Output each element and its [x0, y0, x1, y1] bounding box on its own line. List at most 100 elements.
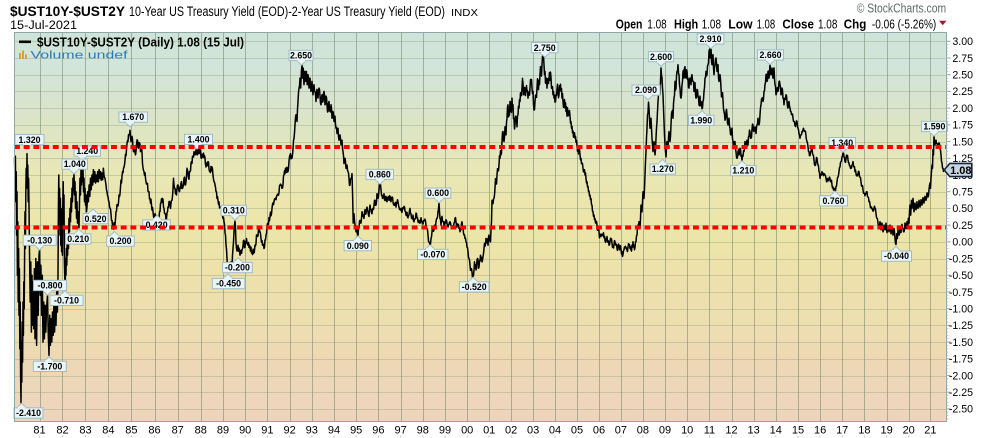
- svg-text:01: 01: [483, 425, 495, 437]
- svg-text:2.660: 2.660: [759, 50, 781, 60]
- svg-text:2.75: 2.75: [952, 53, 973, 65]
- svg-text:-1.50: -1.50: [949, 337, 973, 349]
- svg-text:© StockCharts.com: © StockCharts.com: [857, 2, 946, 16]
- svg-text:-0.130: -0.130: [27, 235, 52, 245]
- svg-text:0.600: 0.600: [427, 188, 449, 198]
- svg-text:96: 96: [372, 425, 384, 437]
- svg-text:2.50: 2.50: [952, 70, 973, 82]
- svg-text:1.08: 1.08: [702, 18, 721, 32]
- svg-text:-0.800: -0.800: [38, 281, 63, 291]
- svg-text:85: 85: [125, 425, 137, 437]
- svg-text:0.50: 0.50: [952, 203, 973, 215]
- svg-text:1.400: 1.400: [187, 135, 209, 145]
- svg-text:0.090: 0.090: [347, 241, 369, 251]
- svg-text:Low: Low: [728, 18, 752, 32]
- svg-text:Volume undef: Volume undef: [31, 49, 129, 61]
- svg-text:0.75: 0.75: [952, 187, 973, 199]
- svg-text:12: 12: [725, 425, 737, 437]
- svg-text:-1.00: -1.00: [949, 304, 973, 316]
- svg-text:13: 13: [747, 425, 759, 437]
- svg-text:$UST10Y-$UST2Y: $UST10Y-$UST2Y: [10, 3, 126, 19]
- svg-text:1.670: 1.670: [122, 112, 144, 122]
- svg-text:0.760: 0.760: [822, 196, 844, 206]
- svg-text:04: 04: [549, 425, 561, 437]
- svg-text:1.270: 1.270: [652, 164, 674, 174]
- svg-text:-0.75: -0.75: [949, 287, 973, 299]
- svg-text:0.310: 0.310: [223, 206, 245, 216]
- svg-text:-0.06 (-5.26%): -0.06 (-5.26%): [872, 18, 936, 32]
- svg-text:81: 81: [33, 425, 45, 437]
- svg-text:1.990: 1.990: [690, 116, 712, 126]
- svg-text:07: 07: [615, 425, 627, 437]
- svg-text:16: 16: [814, 425, 826, 437]
- svg-text:08: 08: [637, 425, 649, 437]
- svg-text:1.25: 1.25: [952, 153, 973, 165]
- svg-text:95: 95: [350, 425, 362, 437]
- svg-text:2.25: 2.25: [952, 86, 973, 98]
- svg-text:-0.200: -0.200: [225, 263, 250, 273]
- svg-text:-2.25: -2.25: [949, 387, 973, 399]
- svg-text:Open: Open: [616, 18, 643, 32]
- svg-text:High: High: [674, 18, 698, 32]
- svg-text:17: 17: [836, 425, 848, 437]
- svg-text:-0.710: -0.710: [54, 295, 79, 305]
- svg-text:-0.520: -0.520: [462, 282, 487, 292]
- svg-text:89: 89: [217, 425, 229, 437]
- svg-text:0.00: 0.00: [952, 237, 973, 249]
- svg-text:1.320: 1.320: [18, 135, 40, 145]
- svg-text:87: 87: [172, 425, 184, 437]
- svg-text:94: 94: [328, 425, 340, 437]
- svg-text:-2.00: -2.00: [949, 370, 973, 382]
- svg-text:-2.410: -2.410: [16, 408, 41, 418]
- svg-text:-0.450: -0.450: [216, 279, 241, 289]
- svg-text:1.08: 1.08: [647, 18, 666, 32]
- svg-text:-0.25: -0.25: [949, 253, 973, 265]
- svg-text:15: 15: [792, 425, 804, 437]
- svg-text:20: 20: [903, 425, 915, 437]
- svg-text:1.08: 1.08: [818, 18, 837, 32]
- svg-text:Close: Close: [782, 18, 814, 32]
- svg-text:1.040: 1.040: [64, 159, 86, 169]
- svg-text:1.75: 1.75: [952, 120, 973, 132]
- svg-text:3.00: 3.00: [952, 36, 973, 48]
- svg-text:-1.25: -1.25: [949, 320, 973, 332]
- svg-text:-1.75: -1.75: [949, 354, 973, 366]
- svg-text:Chg: Chg: [844, 18, 867, 32]
- svg-text:92: 92: [283, 425, 295, 437]
- svg-text:99: 99: [439, 425, 451, 437]
- svg-text:-2.50: -2.50: [949, 404, 973, 416]
- svg-text:86: 86: [148, 425, 160, 437]
- svg-text:$UST10Y-$UST2Y (Daily) 1.08 (1: $UST10Y-$UST2Y (Daily) 1.08 (15 Jul): [37, 36, 244, 50]
- svg-text:00: 00: [461, 425, 473, 437]
- svg-text:2.650: 2.650: [290, 51, 312, 61]
- svg-text:97: 97: [394, 425, 406, 437]
- svg-text:-0.040: -0.040: [884, 251, 909, 261]
- svg-text:-1.700: -1.700: [37, 361, 62, 371]
- svg-text:2.00: 2.00: [952, 103, 973, 115]
- svg-text:93: 93: [306, 425, 318, 437]
- svg-text:14: 14: [770, 425, 782, 437]
- svg-text:2.600: 2.600: [650, 52, 672, 62]
- svg-text:0.25: 0.25: [952, 220, 973, 232]
- svg-text:91: 91: [261, 425, 273, 437]
- svg-text:10: 10: [681, 425, 693, 437]
- svg-text:1.210: 1.210: [732, 166, 754, 176]
- svg-text:88: 88: [195, 425, 207, 437]
- svg-text:1.08: 1.08: [950, 165, 971, 177]
- svg-text:0.520: 0.520: [84, 214, 106, 224]
- svg-text:15-Jul-2021: 15-Jul-2021: [10, 20, 77, 32]
- svg-text:98: 98: [417, 425, 429, 437]
- svg-text:1.08: 1.08: [757, 18, 776, 32]
- svg-text:INDX: INDX: [451, 7, 478, 19]
- svg-text:2.750: 2.750: [534, 43, 556, 53]
- svg-text:21: 21: [924, 425, 936, 437]
- svg-text:10-Year US Treasury Yield (EOD: 10-Year US Treasury Yield (EOD)-2-Year U…: [129, 4, 445, 19]
- svg-text:02: 02: [505, 425, 517, 437]
- svg-text:83: 83: [79, 425, 91, 437]
- svg-text:0.420: 0.420: [146, 220, 168, 230]
- svg-text:06: 06: [593, 425, 605, 437]
- svg-text:0.200: 0.200: [109, 236, 131, 246]
- svg-text:11: 11: [704, 425, 715, 437]
- svg-text:05: 05: [571, 425, 583, 437]
- svg-text:19: 19: [880, 425, 892, 437]
